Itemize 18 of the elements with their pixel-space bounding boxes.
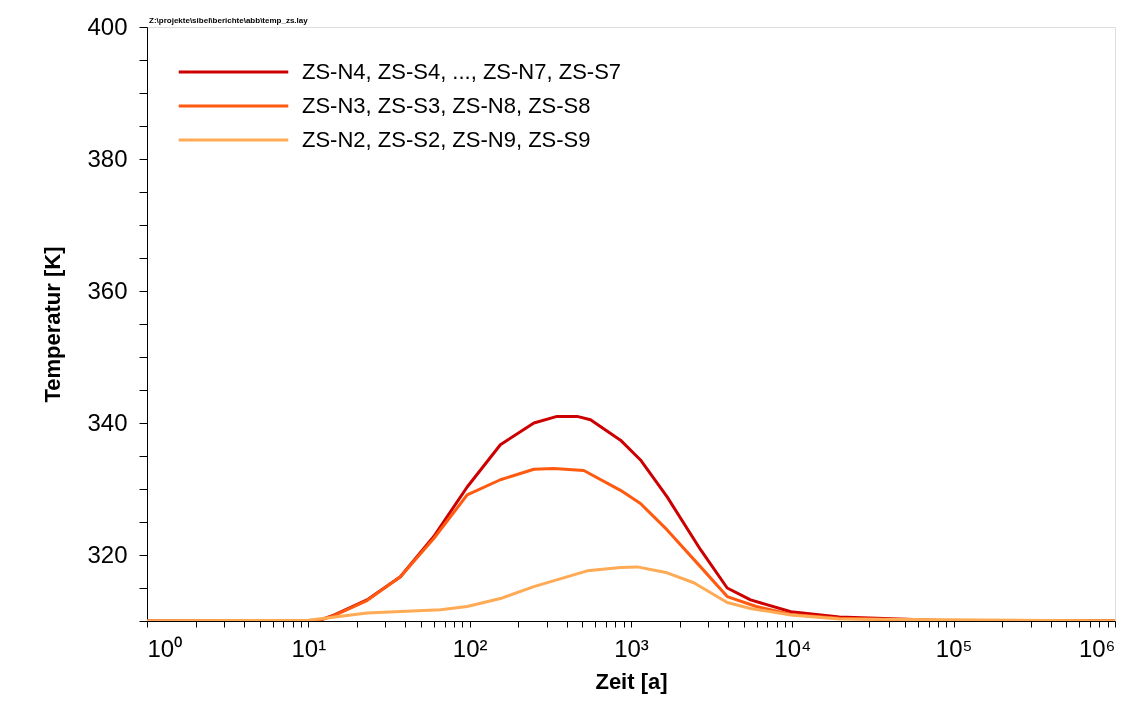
x-tick-label: 10³ — [614, 634, 649, 662]
x-tick-label: 10⁵ — [935, 634, 973, 662]
x-axis-title: Zeit [a] — [595, 668, 668, 694]
y-tick-label: 400 — [87, 12, 128, 40]
x-tick-label: 10⁴ — [774, 634, 812, 662]
x-tick-label: 10⁶ — [1078, 634, 1116, 662]
x-tick-label: 10² — [452, 634, 488, 662]
y-tick-label: 320 — [87, 540, 128, 568]
y-tick-label: 380 — [87, 144, 128, 172]
legend-label: ZS-N4, ZS-S4, ..., ZS-N7, ZS-S7 — [302, 59, 622, 84]
text: Z:\projekte\sibel\berichte\abb\temp_zs.lay — [149, 16, 309, 25]
x-tick-label: 10¹ — [291, 634, 327, 662]
legend-label: ZS-N2, ZS-S2, ZS-N9, ZS-S9 — [302, 127, 591, 152]
y-tick-label: 360 — [87, 276, 128, 304]
y-axis-title: Temperatur [K] — [40, 246, 66, 403]
x-tick-label: 10⁰ — [147, 634, 183, 662]
legend-label: ZS-N3, ZS-S3, ZS-N8, ZS-S8 — [302, 93, 591, 118]
y-tick-label: 340 — [87, 408, 128, 436]
